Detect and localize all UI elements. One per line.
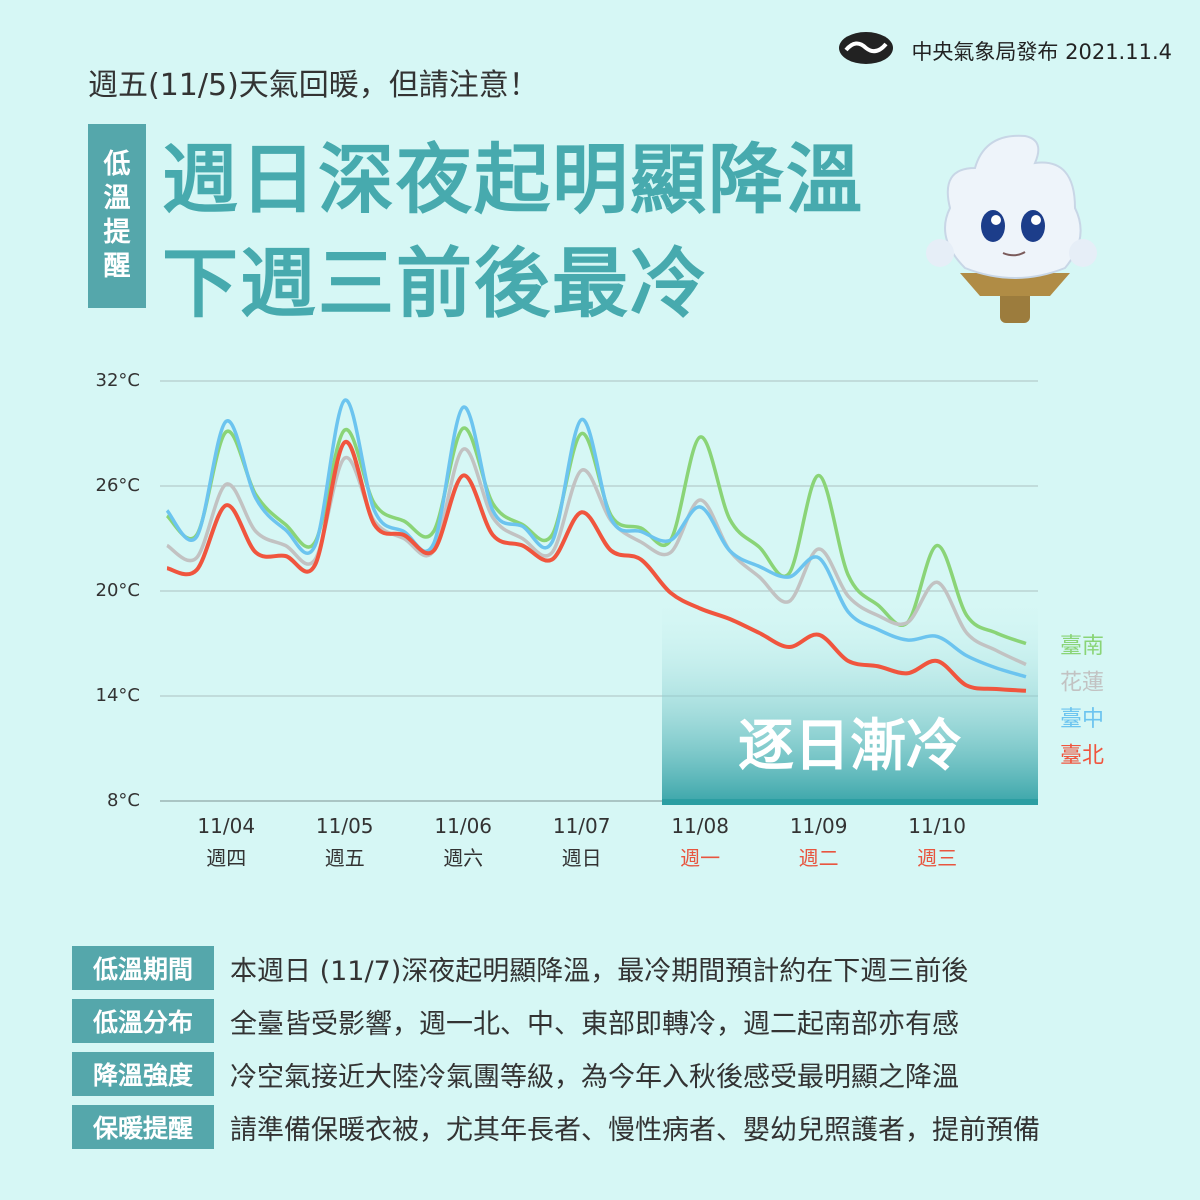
row-text: 請準備保暖衣被，尤其年長者、慢性病者、嬰幼兒照護者，提前預備 [230, 1114, 1040, 1146]
x-sublabel: 週三 [917, 846, 957, 870]
kicker: 週五(11/5)天氣回暖，但請注意！ [88, 68, 539, 103]
x-sublabel: 週二 [799, 846, 839, 870]
series-line [165, 398, 1027, 679]
x-tick-label: 11/05 [316, 814, 374, 838]
x-sublabel: 週四 [206, 846, 246, 870]
annotation-strip [662, 799, 1038, 805]
table-row: 低溫分布 全臺皆受影響，週一北、中、東部即轉冷，週二起南部亦有感 [72, 999, 959, 1043]
mascot [926, 134, 1097, 323]
annotation-panel [662, 595, 1038, 804]
legend-label: 臺南 [1060, 634, 1104, 659]
x-tick-label: 11/09 [790, 814, 848, 838]
y-tick-label: 20°C [96, 580, 140, 601]
headline: 下週三前後最冷 [162, 239, 708, 328]
series-line [166, 440, 1027, 693]
table-row: 降溫強度 冷空氣接近大陸冷氣團等級，為今年入秋後感受最明顯之降溫 [72, 1052, 959, 1096]
x-tick-label: 11/08 [671, 814, 729, 838]
x-tick-label: 11/07 [553, 814, 611, 838]
x-sublabel: 週六 [443, 846, 483, 870]
row-text: 冷空氣接近大陸冷氣團等級，為今年入秋後感受最明顯之降溫 [230, 1061, 959, 1093]
x-tick-label: 11/10 [908, 814, 966, 838]
series-line [166, 447, 1027, 667]
x-sublabel: 週一 [680, 846, 720, 870]
row-label: 低溫期間 [72, 946, 214, 990]
y-tick-label: 8°C [107, 790, 140, 811]
annotation: 逐日漸冷 [738, 714, 962, 779]
y-tick-label: 14°C [96, 685, 140, 706]
row-text: 全臺皆受影響，週一北、中、東部即轉冷，週二起南部亦有感 [230, 1008, 959, 1040]
legend-label: 臺北 [1060, 744, 1104, 769]
logo [839, 32, 893, 64]
headline: 週日深夜起明顯降溫 [162, 135, 864, 224]
x-tick-label: 11/04 [197, 814, 255, 838]
row-text: 本週日 (11/7)深夜起明顯降溫，最冷期間預計約在下週三前後 [230, 955, 969, 987]
publisher: 中央氣象局發布 2021.11.4 [911, 40, 1172, 64]
row-label: 保暖提醒 [72, 1105, 214, 1149]
table-row: 保暖提醒 請準備保暖衣被，尤其年長者、慢性病者、嬰幼兒照護者，提前預備 [72, 1105, 1040, 1149]
tag: 低溫提醒 [88, 124, 146, 308]
y-tick-label: 26°C [96, 475, 140, 496]
x-sublabel: 週五 [325, 846, 365, 870]
x-tick-label: 11/06 [434, 814, 492, 838]
y-tick-label: 32°C [96, 370, 140, 391]
table-row: 低溫期間 本週日 (11/7)深夜起明顯降溫，最冷期間預計約在下週三前後 [72, 946, 968, 990]
chart: 8°C 14°C 20°C 26°C 32°C 11/04 週四 11/05 週五 11/06 週六… [96, 370, 1105, 870]
row-label: 低溫分布 [72, 999, 214, 1043]
row-label: 降溫強度 [72, 1052, 214, 1096]
x-sublabel: 週日 [562, 846, 602, 870]
legend-label: 臺中 [1060, 707, 1104, 732]
legend-label: 花蓮 [1060, 671, 1104, 696]
